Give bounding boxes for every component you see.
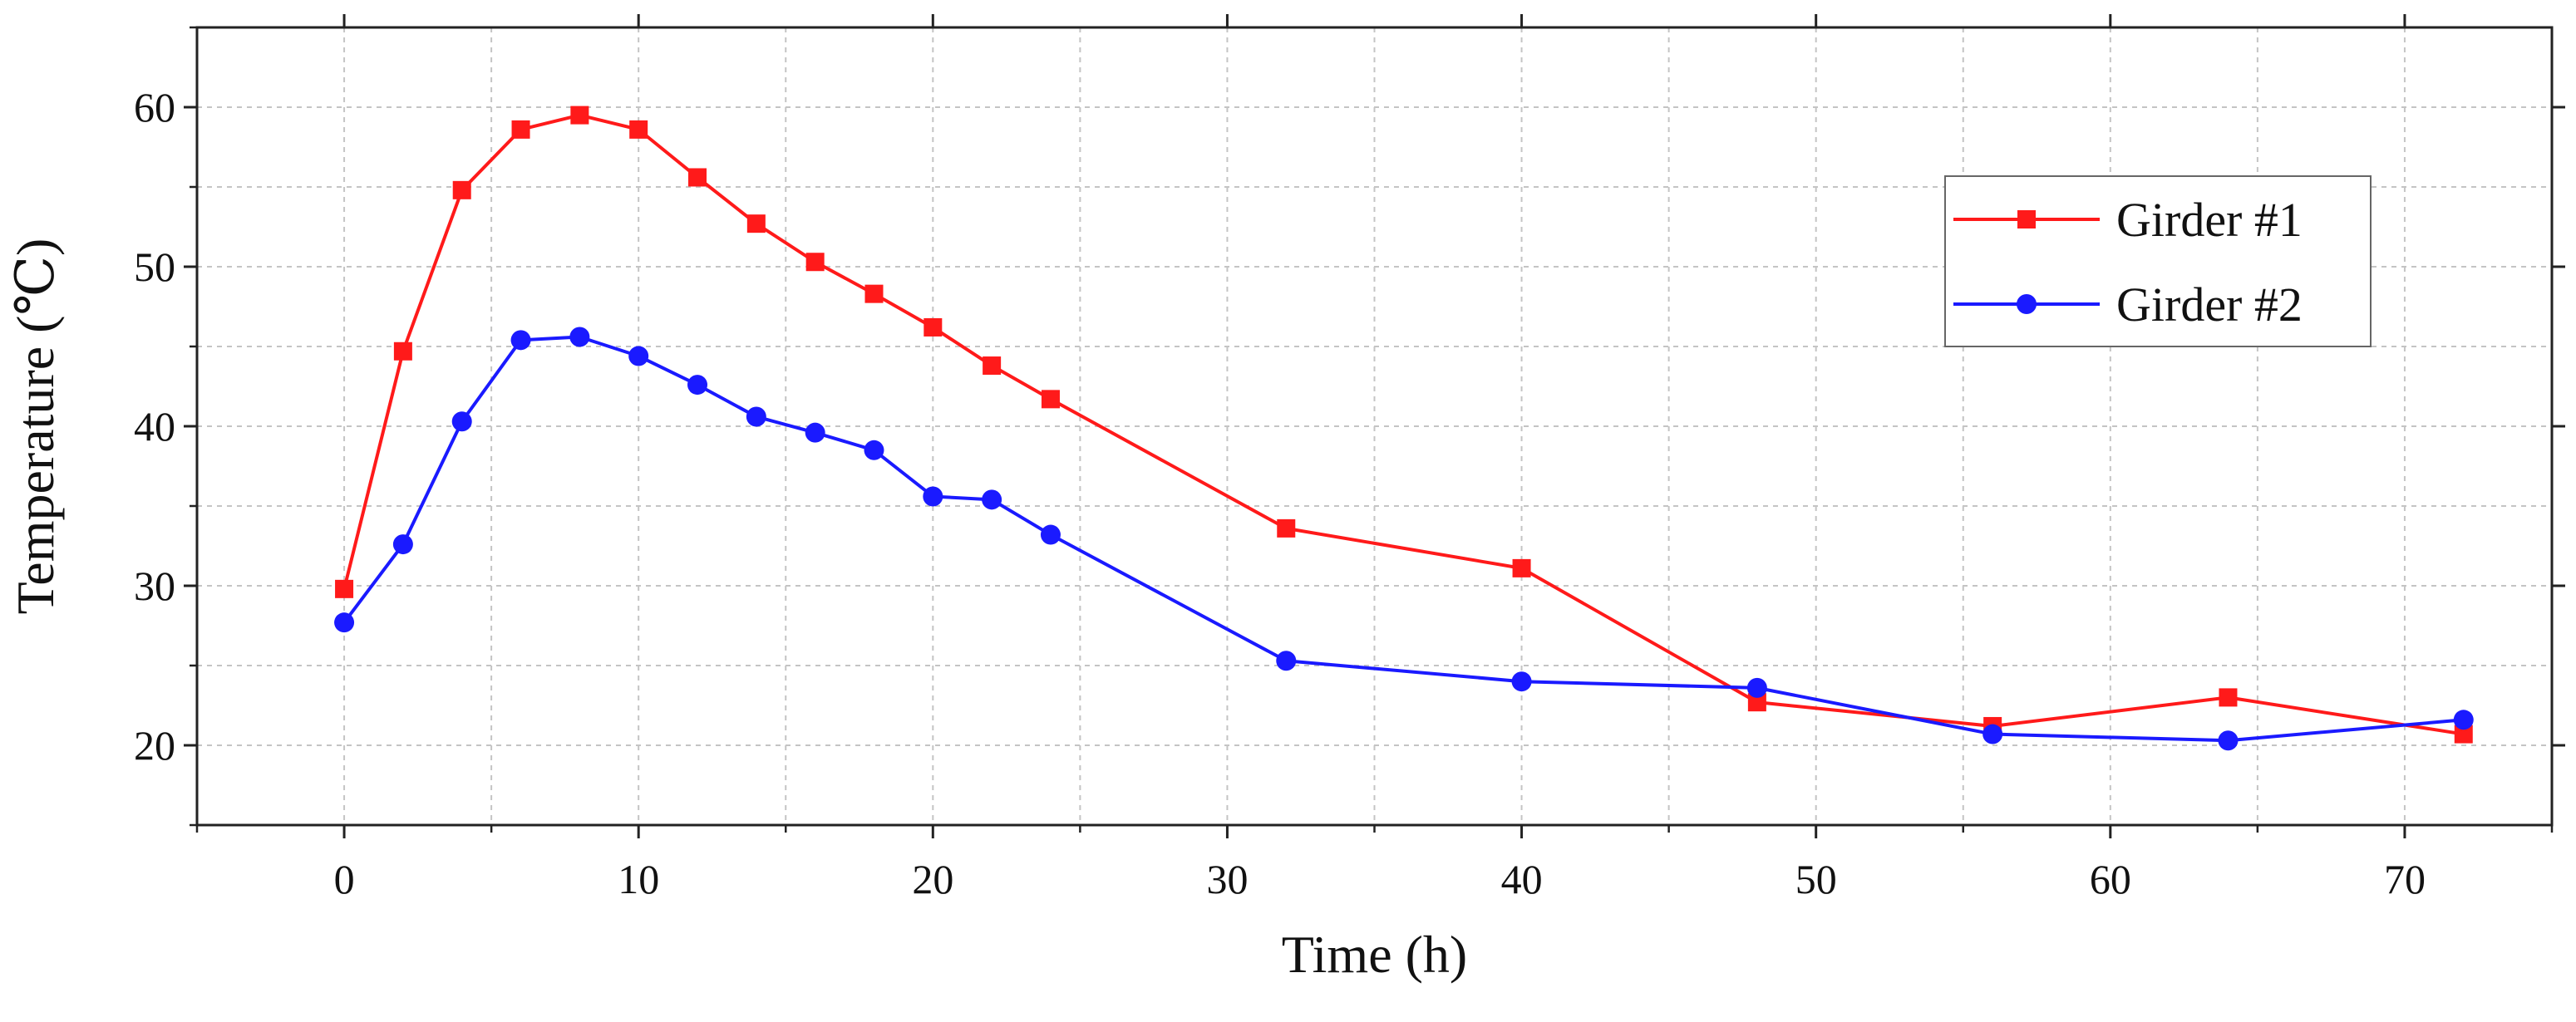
data-point-girder-1 (983, 356, 1002, 376)
legend-label-girder-1: Girder #1 (2116, 193, 2303, 247)
y-tick-label: 40 (134, 403, 175, 450)
data-point-girder-1 (393, 341, 412, 361)
data-point-girder-2 (2453, 710, 2474, 730)
x-tick-label: 10 (618, 856, 659, 902)
data-point-girder-1 (805, 253, 825, 272)
data-point-girder-1 (335, 579, 354, 598)
y-axis-title: Temperature (℃) (6, 238, 65, 615)
legend-marker-girder-2 (2017, 294, 2037, 314)
x-tick-label: 0 (334, 856, 355, 902)
data-point-girder-1 (1747, 693, 1766, 712)
data-point-girder-1 (924, 317, 943, 337)
legend-marker-girder-1 (2017, 210, 2036, 228)
x-tick-label: 70 (2384, 856, 2426, 902)
data-point-girder-1 (864, 284, 884, 303)
axes: 0 10 20 30 40 50 60 70 20 30 40 50 60 (134, 14, 2565, 902)
x-tick-label: 20 (912, 856, 953, 902)
x-axis-title: Time (h) (1282, 925, 1467, 984)
data-point-girder-1 (570, 106, 589, 125)
data-point-girder-2 (805, 422, 825, 443)
data-point-girder-2 (982, 489, 1002, 510)
data-point-girder-2 (687, 375, 708, 396)
y-tick-label: 30 (134, 563, 175, 609)
data-point-girder-1 (746, 214, 766, 233)
data-point-girder-2 (1511, 671, 1532, 692)
legend: Girder #1 Girder #2 (1944, 175, 2372, 347)
data-point-girder-2 (2218, 730, 2239, 751)
data-point-girder-2 (451, 411, 472, 432)
data-point-girder-1 (452, 180, 471, 199)
data-point-girder-2 (628, 346, 649, 366)
data-point-girder-1 (511, 120, 530, 139)
y-tick-label: 20 (134, 722, 175, 769)
data-point-girder-2 (864, 440, 884, 460)
data-point-girder-1 (1041, 390, 1060, 409)
data-point-girder-1 (1512, 558, 1531, 577)
data-point-girder-2 (510, 330, 531, 351)
x-tick-label: 50 (1795, 856, 1837, 902)
y-tick-label: 60 (134, 84, 175, 130)
data-point-girder-1 (1277, 518, 1296, 538)
data-point-girder-2 (1040, 524, 1061, 545)
x-tick-label: 40 (1501, 856, 1543, 902)
data-point-girder-2 (392, 534, 413, 555)
series-layer (334, 106, 2474, 751)
x-tick-label: 30 (1206, 856, 1248, 902)
data-point-girder-2 (1746, 677, 1767, 698)
data-point-girder-1 (629, 120, 648, 139)
legend-box (1944, 175, 2372, 347)
x-tick-label: 60 (2090, 856, 2131, 902)
data-point-girder-2 (746, 406, 766, 427)
data-point-girder-2 (923, 486, 943, 507)
data-point-girder-2 (569, 327, 590, 347)
data-point-girder-1 (688, 168, 707, 187)
data-point-girder-2 (1276, 651, 1297, 671)
y-tick-label: 50 (134, 243, 175, 290)
data-point-girder-2 (1982, 724, 2003, 744)
grid (197, 27, 2552, 825)
data-point-girder-1 (2454, 725, 2473, 744)
legend-label-girder-2: Girder #2 (2116, 278, 2303, 332)
data-point-girder-1 (2219, 688, 2238, 707)
data-point-girder-2 (334, 612, 355, 633)
